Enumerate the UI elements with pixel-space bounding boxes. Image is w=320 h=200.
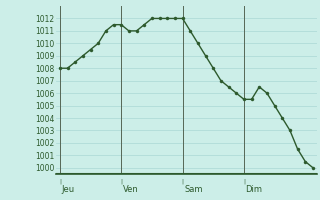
Text: |: | [120, 178, 122, 184]
Text: |: | [181, 178, 184, 184]
Text: |: | [59, 178, 61, 184]
Text: |: | [243, 178, 245, 184]
Text: Jeu: Jeu [61, 185, 75, 194]
Text: Ven: Ven [123, 185, 139, 194]
Text: Dim: Dim [245, 185, 262, 194]
Text: Sam: Sam [184, 185, 203, 194]
